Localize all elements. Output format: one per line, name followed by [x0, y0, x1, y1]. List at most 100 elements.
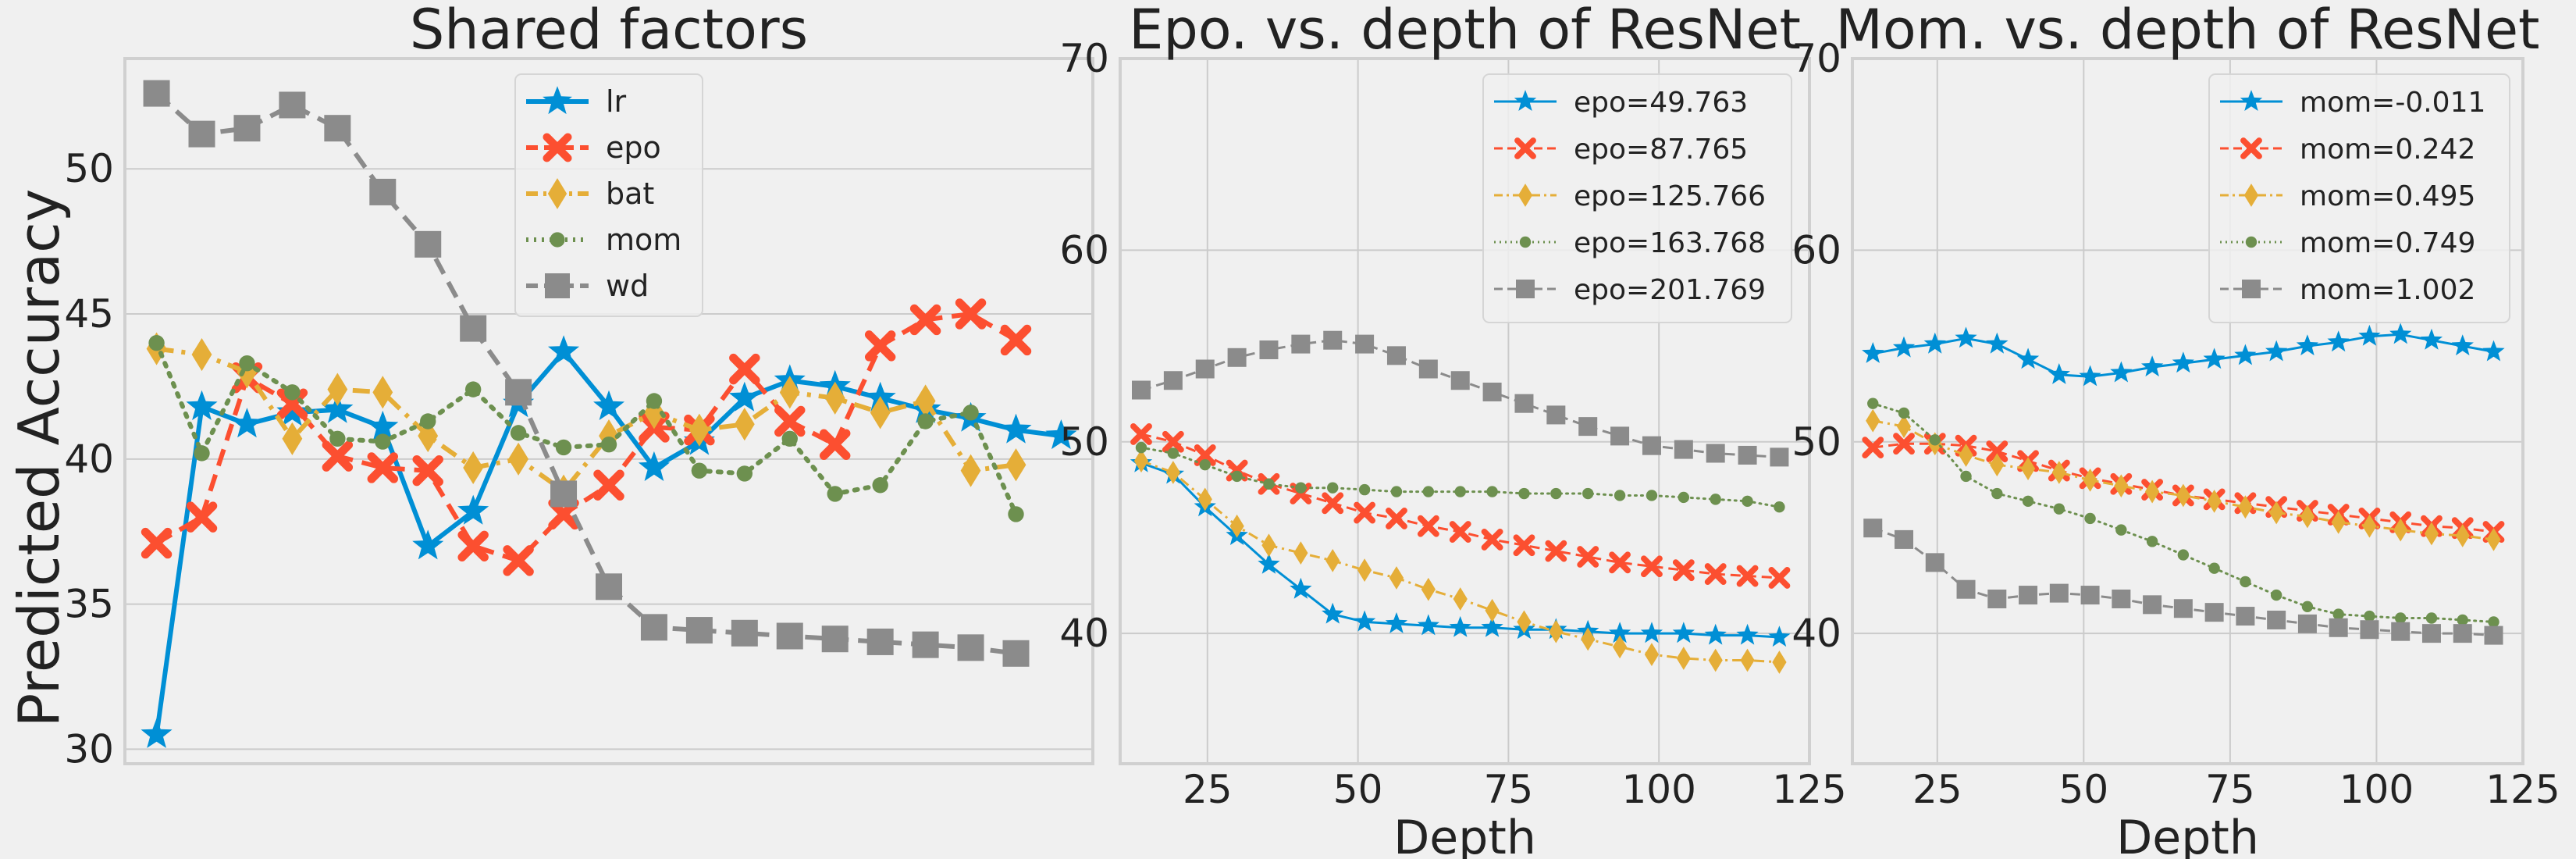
- x-tick-label: 100: [1621, 767, 1695, 812]
- x-tick-label: 75: [1484, 767, 1534, 812]
- data-point-x: [864, 330, 896, 362]
- data-point-diamond: [1421, 577, 1436, 601]
- data-point-circle: [1550, 487, 1562, 500]
- data-point-square: [1546, 405, 1566, 425]
- data-point-square: [1227, 348, 1247, 367]
- data-point-circle: [1960, 470, 1972, 483]
- data-point-diamond: [2393, 518, 2408, 542]
- data-point-circle: [2022, 495, 2034, 508]
- data-point-diamond: [1293, 541, 1308, 565]
- data-point-star: [2172, 351, 2194, 373]
- data-point-square: [2112, 589, 2131, 608]
- data-point-star: [1417, 614, 1439, 636]
- data-point-square: [1450, 371, 1470, 390]
- data-point-star: [2110, 361, 2133, 383]
- data-point-square: [2236, 607, 2255, 626]
- data-point-diamond: [1896, 415, 1912, 439]
- data-point-circle: [2332, 608, 2344, 620]
- legend-marker-diamond: [547, 178, 568, 209]
- data-point-star: [2079, 365, 2101, 387]
- y-tick-label: 60: [1059, 227, 1109, 273]
- y-tick-label: 45: [64, 291, 114, 337]
- data-point-diamond: [688, 413, 710, 447]
- data-point-circle: [239, 355, 255, 372]
- legend-marker-square: [545, 273, 570, 298]
- series-line: [154, 340, 1019, 517]
- data-point-x: [1513, 534, 1535, 557]
- data-point-square: [369, 178, 397, 205]
- data-point-x: [1577, 546, 1599, 568]
- data-point-square: [1738, 445, 1757, 465]
- data-point-diamond: [2486, 528, 2501, 551]
- data-point-star: [1290, 577, 1312, 599]
- legend: mom=-0.011 mom=0.242 mom=0.495 mom=0.749 mom…: [2208, 73, 2510, 323]
- data-point-diamond: [1165, 461, 1180, 484]
- data-point-square: [2173, 599, 2193, 618]
- data-point-square: [460, 315, 487, 342]
- x-tick-label: 125: [1772, 767, 1846, 812]
- data-point-diamond: [1389, 566, 1404, 590]
- data-point-x: [955, 298, 987, 330]
- data-point-square: [1323, 330, 1343, 350]
- data-point-circle: [1898, 407, 1910, 419]
- x-tick-label: 25: [1912, 767, 1962, 812]
- data-point-diamond: [2362, 514, 2377, 538]
- data-point-diamond: [1866, 408, 1880, 433]
- data-point-diamond: [2269, 501, 2284, 525]
- data-point-square: [866, 628, 894, 655]
- data-point-star: [1608, 622, 1631, 643]
- x-axis-label: Depth: [2116, 811, 2259, 859]
- data-point-square: [2080, 586, 2100, 605]
- data-point-square: [1291, 334, 1311, 354]
- data-point-square: [1002, 640, 1030, 667]
- x-tick-label: 25: [1183, 767, 1233, 812]
- data-point-circle: [2084, 512, 2096, 525]
- data-point-star: [1449, 615, 1471, 637]
- data-point-diamond: [508, 442, 529, 476]
- data-point-x: [276, 388, 308, 419]
- data-point-diamond: [2207, 489, 2222, 513]
- data-point-star: [593, 390, 624, 420]
- data-point-x: [1130, 423, 1152, 445]
- data-point-star: [2234, 344, 2257, 365]
- data-point-star: [1481, 615, 1503, 637]
- legend-box: [514, 73, 703, 317]
- x-axis-label: Depth: [1393, 811, 1536, 859]
- data-point-circle: [2240, 576, 2251, 588]
- data-point-x: [141, 527, 173, 559]
- data-point-diamond: [2300, 504, 2315, 529]
- data-point-circle: [1929, 434, 1941, 446]
- series-mom=1.002: [1863, 519, 2503, 645]
- data-point-diamond: [779, 376, 800, 409]
- data-point-square: [2049, 583, 2069, 603]
- legend-marker-circle: [550, 232, 565, 248]
- data-point-diamond: [1740, 648, 1755, 672]
- data-point-x: [1986, 440, 2008, 462]
- legend-label: bat: [606, 176, 654, 211]
- series-wd: [143, 80, 1030, 667]
- y-tick-label: 40: [64, 437, 114, 482]
- y-tick-label: 30: [64, 726, 114, 772]
- data-point-circle: [375, 433, 391, 450]
- series-line: [1871, 402, 2495, 623]
- data-point-x: [186, 501, 218, 533]
- data-point-square: [1482, 382, 1502, 401]
- data-point-x: [1862, 437, 1884, 459]
- series-line: [155, 312, 1018, 563]
- plot-frame: [123, 57, 1094, 765]
- plot-frame: [1851, 57, 2524, 765]
- data-point-diamond: [191, 337, 212, 372]
- data-point-square: [2484, 626, 2503, 645]
- data-point-square: [1895, 529, 1914, 549]
- legend-label: lr: [606, 84, 627, 119]
- data-point-diamond: [734, 408, 755, 441]
- data-point-diamond: [2455, 524, 2470, 547]
- legend-label: mom: [606, 223, 681, 257]
- data-point-star: [2048, 363, 2070, 384]
- data-point-square: [2360, 620, 2379, 640]
- data-point-square: [1195, 359, 1215, 379]
- plot-frame: [1119, 57, 1811, 765]
- legend-marker-circle: [2245, 236, 2258, 248]
- data-point-circle: [1390, 486, 1403, 497]
- data-point-star: [1322, 602, 1344, 624]
